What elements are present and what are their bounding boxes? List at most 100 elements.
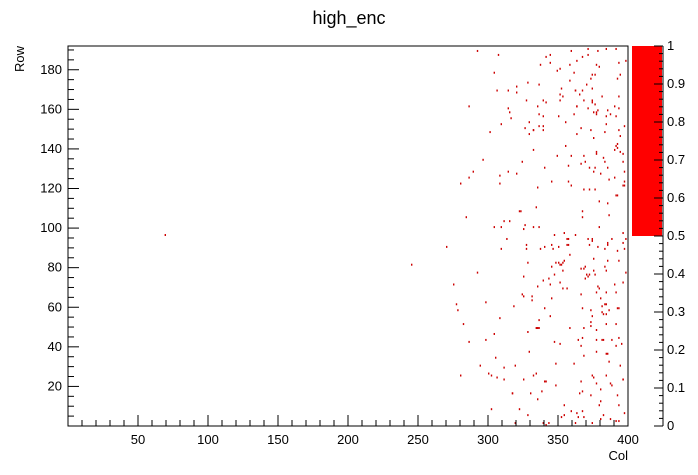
heatmap-cell (542, 115, 544, 118)
heatmap-cell (558, 115, 560, 118)
heatmap-cell (488, 372, 490, 375)
heatmap-cell (618, 107, 620, 110)
heatmap-cell (563, 414, 565, 417)
heatmap-cell (615, 194, 617, 197)
heatmap-cell (618, 404, 620, 407)
heatmap-cell (528, 133, 530, 136)
heatmap-cell (551, 297, 553, 300)
heatmap-cell (569, 79, 571, 82)
heatmap-cell (570, 410, 572, 413)
heatmap-cell (588, 273, 591, 276)
heatmap-cell (482, 158, 484, 161)
heatmap-cell (574, 422, 577, 425)
heatmap-cell (566, 237, 568, 240)
heatmap-cell (614, 283, 616, 286)
heatmap-cell (541, 390, 543, 393)
heatmap-cell (595, 338, 598, 341)
heatmap-cell (576, 133, 578, 136)
heatmap-cell (516, 172, 518, 175)
heatmap-cell (595, 113, 598, 116)
heatmap-cell (591, 101, 593, 104)
heatmap-cell (551, 180, 553, 183)
heatmap-cell (570, 184, 572, 187)
heatmap-cell (532, 374, 535, 377)
heatmap-cell (580, 380, 582, 383)
heatmap-cell (527, 414, 529, 417)
heatmap-cell (590, 325, 592, 328)
heatmap-cell (544, 380, 546, 383)
heatmap-cell (605, 291, 607, 294)
heatmap-cell (622, 184, 624, 187)
colorbar-tick-label: 0.1 (667, 380, 685, 395)
heatmap-cell (495, 356, 497, 359)
heatmap-cell (499, 174, 501, 177)
heatmap-cell (623, 125, 626, 128)
heatmap-cell (618, 420, 620, 423)
heatmap-cell (549, 315, 551, 318)
heatmap-cell (500, 123, 502, 126)
heatmap-cell (545, 380, 547, 383)
heatmap-cell (511, 392, 514, 395)
colorbar-tick-label: 0.2 (667, 342, 685, 357)
heatmap-cell (588, 166, 591, 169)
heatmap-cell (607, 243, 609, 246)
heatmap-cell (576, 59, 578, 62)
heatmap-cell (411, 263, 413, 266)
heatmap-cell (602, 156, 605, 159)
heatmap-cell (446, 245, 448, 248)
heatmap-cell (570, 154, 572, 157)
heatmap-cell (555, 384, 557, 387)
heatmap-cell (580, 162, 582, 165)
heatmap-cell (535, 206, 537, 209)
heatmap-cell (496, 376, 498, 379)
heatmap-cell (601, 338, 603, 341)
heatmap-cell (559, 281, 561, 284)
heatmap-cell (560, 263, 563, 266)
heatmap-cell (583, 188, 585, 191)
heatmap-cell (548, 422, 550, 425)
heatmap-cell (555, 362, 557, 365)
heatmap-cell (581, 336, 584, 339)
heatmap-cell (591, 374, 593, 377)
heatmap-cell (455, 303, 458, 306)
heatmap-cell (527, 81, 529, 84)
heatmap-cell (551, 243, 553, 246)
heatmap-cell (579, 392, 581, 395)
heatmap-cell (604, 131, 606, 134)
heatmap-cell (621, 342, 623, 345)
heatmap-cell (590, 129, 592, 132)
heatmap-cell (581, 216, 584, 219)
heatmap-cell (604, 303, 606, 306)
heatmap-cell (560, 416, 563, 419)
heatmap-cell (485, 338, 487, 341)
heatmap-cell (602, 338, 605, 341)
heatmap-cell (595, 350, 598, 353)
heatmap-cell (607, 202, 609, 205)
heatmap-cell (625, 237, 627, 240)
heatmap-cell (598, 200, 600, 203)
heatmap-cell (625, 271, 627, 274)
heatmap-cell (600, 418, 602, 421)
colorbar-tick-label: 0.3 (667, 304, 685, 319)
heatmap-cell (601, 305, 603, 308)
heatmap-cell (535, 372, 537, 375)
heatmap-cell (598, 226, 600, 229)
heatmap-cell (581, 390, 584, 393)
heatmap-cell (573, 362, 575, 365)
chart-title: high_enc (312, 8, 385, 29)
heatmap-cell (490, 408, 493, 411)
heatmap-cell (598, 65, 600, 68)
heatmap-cell (605, 323, 607, 326)
heatmap-cell (594, 166, 596, 169)
heatmap-cell (527, 261, 529, 264)
heatmap-cell (567, 164, 570, 167)
heatmap-cell (518, 408, 521, 411)
heatmap-cell (485, 301, 487, 304)
heatmap-cell (542, 422, 544, 425)
y-tick-label: 120 (40, 181, 62, 196)
plot-frame (67, 45, 629, 427)
heatmap-cell (607, 241, 609, 244)
heatmap-cell (593, 170, 595, 173)
heatmap-cell (598, 404, 600, 407)
heatmap-cell (567, 180, 570, 183)
